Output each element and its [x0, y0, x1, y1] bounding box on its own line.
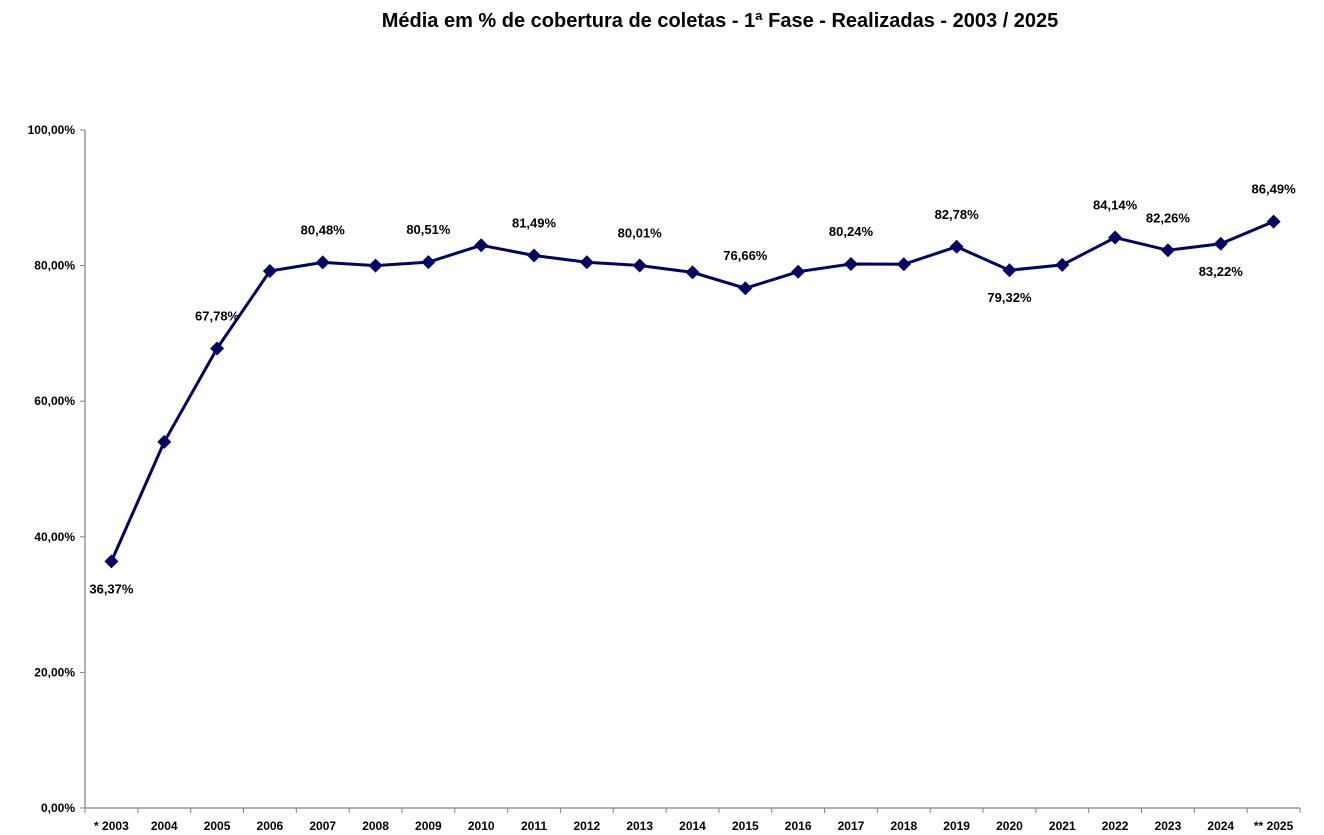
data-label: 76,66% [723, 248, 768, 263]
data-point-marker [896, 257, 911, 272]
data-labels: 36,37% 67,78% 80,48% 80,51% 81,49% 80,01% 76,6… [89, 182, 1296, 597]
x-tick-label: 2014 [679, 819, 706, 833]
data-point-marker [527, 248, 542, 263]
data-label: 80,24% [829, 224, 874, 239]
data-point-marker [368, 258, 383, 273]
x-tick-label: 2022 [1102, 819, 1129, 833]
y-tick-label: 40,00% [34, 530, 75, 544]
data-point-marker [104, 554, 119, 569]
x-tick-label: 2023 [1155, 819, 1182, 833]
data-label: 36,37% [89, 581, 134, 596]
data-label: 83,22% [1199, 264, 1244, 279]
data-label: 79,32% [987, 290, 1032, 305]
series-layer [104, 214, 1281, 569]
data-label: 84,14% [1093, 198, 1138, 213]
data-point-marker [685, 265, 700, 280]
x-tick-label: 2015 [732, 819, 759, 833]
data-point-marker [1002, 263, 1017, 278]
x-axis: * 2003 2004 2005 2006 2007 2008 2009 2010 2011 20… [84, 808, 1301, 833]
data-point-marker [1108, 230, 1123, 245]
x-tick-label: 2006 [257, 819, 284, 833]
x-tick-label: 2017 [838, 819, 865, 833]
x-tick-label: 2013 [626, 819, 653, 833]
data-point-marker [315, 255, 330, 270]
chart-title: Média em % de cobertura de coletas - 1ª … [381, 10, 1059, 32]
x-tick-label: 2020 [996, 819, 1023, 833]
y-tick-label: 0,00% [41, 801, 75, 815]
data-point-marker [791, 264, 806, 279]
x-tick-label: 2009 [415, 819, 442, 833]
data-point-marker [262, 264, 277, 279]
x-tick-label: 2010 [468, 819, 495, 833]
data-label: 82,78% [935, 207, 980, 222]
x-tick-label: 2004 [151, 819, 178, 833]
data-label: 80,51% [406, 222, 451, 237]
data-point-marker [1160, 243, 1175, 258]
x-tick-label: 2019 [943, 819, 970, 833]
x-tick-label: 2021 [1049, 819, 1076, 833]
y-tick-label: 80,00% [34, 259, 75, 273]
data-label: 67,78% [195, 308, 240, 323]
x-tick-label: 2012 [573, 819, 600, 833]
data-point-marker [843, 256, 858, 271]
data-label: 82,26% [1146, 210, 1191, 225]
data-label: 80,48% [301, 222, 346, 237]
data-label: 80,01% [618, 226, 663, 241]
data-point-marker [632, 258, 647, 273]
x-tick-label: ** 2025 [1254, 819, 1294, 833]
y-tick-label: 60,00% [34, 394, 75, 408]
data-point-marker [474, 238, 489, 253]
data-point-marker [1266, 214, 1281, 229]
y-axis: 0,00% 20,00% 40,00% 60,00% 80,00% 100,00% [28, 123, 85, 815]
x-tick-label: 2011 [521, 819, 547, 833]
data-point-marker [421, 255, 436, 270]
data-point-marker [157, 434, 172, 449]
data-point-marker [949, 239, 964, 254]
data-point-marker [579, 255, 594, 270]
data-point-marker [738, 281, 753, 296]
y-tick-label: 20,00% [34, 665, 75, 679]
data-point-marker [1055, 257, 1070, 272]
x-tick-label: 2008 [362, 819, 389, 833]
data-point-marker [210, 341, 225, 356]
data-point-marker [1213, 236, 1228, 251]
x-tick-label: 2018 [890, 819, 917, 833]
x-tick-label: * 2003 [94, 819, 129, 833]
x-tick-label: 2016 [785, 819, 812, 833]
data-label: 86,49% [1252, 182, 1297, 197]
data-label: 81,49% [512, 215, 557, 230]
x-tick-label: 2007 [309, 819, 336, 833]
x-tick-label: 2005 [204, 819, 231, 833]
y-tick-label: 100,00% [28, 123, 76, 137]
x-tick-label: 2024 [1207, 819, 1234, 833]
